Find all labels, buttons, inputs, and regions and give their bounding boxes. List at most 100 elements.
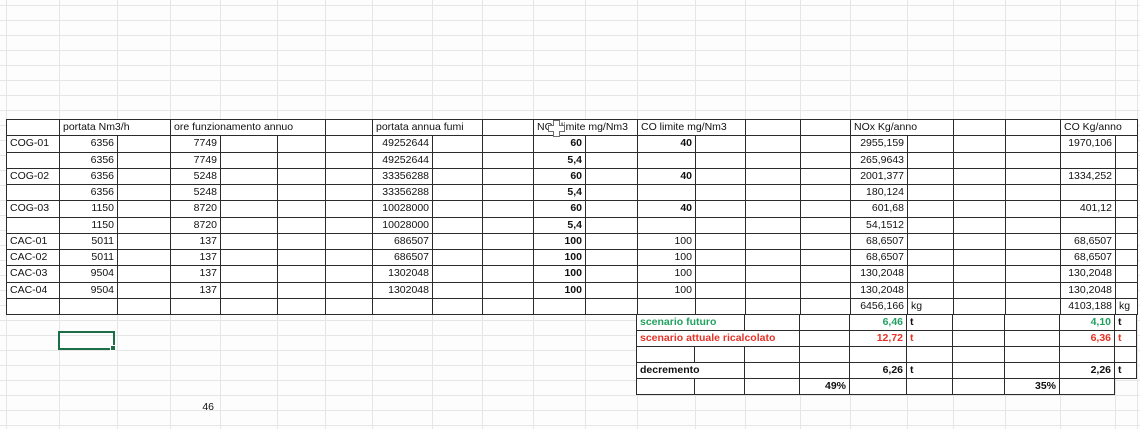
cell[interactable] xyxy=(954,201,1006,218)
cell-co-kg[interactable]: 68,6507 xyxy=(1061,233,1116,250)
cell[interactable] xyxy=(326,152,373,169)
cell[interactable] xyxy=(746,185,801,202)
cell-co-limite[interactable] xyxy=(638,185,696,202)
cell[interactable] xyxy=(696,266,746,283)
cell[interactable] xyxy=(696,250,746,267)
cell-co-limite[interactable]: 100 xyxy=(638,250,696,267)
cell[interactable] xyxy=(1006,233,1061,250)
cell[interactable] xyxy=(746,136,801,153)
cell[interactable] xyxy=(746,282,801,299)
header-ore[interactable]: ore funzionamento annuo xyxy=(171,120,326,137)
cell-summary-nox[interactable]: 6,46 xyxy=(850,315,907,331)
cell-total-nox[interactable]: 6456,166 xyxy=(851,298,908,315)
cell[interactable] xyxy=(954,136,1006,153)
cell[interactable] xyxy=(221,233,278,250)
cell-summary-co[interactable]: 6,36 xyxy=(1060,331,1115,347)
cell[interactable] xyxy=(586,168,638,185)
cell-portata[interactable]: 9504 xyxy=(60,282,118,299)
cell[interactable] xyxy=(221,168,278,185)
cell[interactable] xyxy=(221,266,278,283)
cell[interactable] xyxy=(1006,168,1061,185)
cell[interactable] xyxy=(278,233,326,250)
cell[interactable] xyxy=(433,136,483,153)
cell[interactable] xyxy=(637,379,695,395)
cell[interactable] xyxy=(586,136,638,153)
cell-unit-label[interactable] xyxy=(7,185,60,202)
header-empty-cell[interactable] xyxy=(7,120,60,137)
cell-total-co[interactable]: 4103,188 xyxy=(1061,298,1116,315)
cell-nox-kg[interactable]: 2001,377 xyxy=(851,168,908,185)
header-empty-cell[interactable] xyxy=(483,120,534,137)
cell[interactable] xyxy=(1005,347,1060,363)
cell[interactable] xyxy=(278,217,326,234)
cell[interactable] xyxy=(586,266,638,283)
cell-portata[interactable]: 1150 xyxy=(60,201,118,218)
cell[interactable] xyxy=(746,201,801,218)
cell[interactable] xyxy=(801,201,851,218)
cell-unit-label[interactable] xyxy=(7,217,60,234)
cell-portata[interactable]: 6356 xyxy=(60,152,118,169)
cell[interactable] xyxy=(801,298,851,315)
cell-summary-co[interactable]: 4,10 xyxy=(1060,315,1115,331)
header-co_kg[interactable]: CO Kg/anno xyxy=(1061,120,1138,137)
cell[interactable] xyxy=(326,250,373,267)
cell[interactable] xyxy=(433,282,483,299)
cell[interactable] xyxy=(953,331,1005,347)
cell-nox-kg[interactable]: 180,124 xyxy=(851,185,908,202)
cell[interactable] xyxy=(1116,136,1138,153)
cell-unit-label[interactable]: COG-02 xyxy=(7,168,60,185)
header-empty-cell[interactable] xyxy=(326,120,373,137)
cell[interactable] xyxy=(1005,331,1060,347)
cell[interactable] xyxy=(1116,266,1138,283)
cell[interactable] xyxy=(1006,250,1061,267)
cell[interactable] xyxy=(586,298,638,315)
cell-unit-label[interactable]: CAC-01 xyxy=(7,233,60,250)
cell[interactable] xyxy=(586,201,638,218)
cell[interactable] xyxy=(171,298,221,315)
cell[interactable] xyxy=(801,217,851,234)
cell[interactable] xyxy=(1006,282,1061,299)
cell-summary-label[interactable]: scenario futuro xyxy=(637,315,745,331)
cell-co-kg[interactable] xyxy=(1061,185,1116,202)
cell[interactable] xyxy=(483,266,534,283)
cell[interactable] xyxy=(908,282,954,299)
cell[interactable] xyxy=(433,152,483,169)
cell-ore[interactable]: 5248 xyxy=(171,168,221,185)
cell[interactable] xyxy=(1060,379,1115,395)
cell-nox-limite[interactable]: 100 xyxy=(534,250,586,267)
cell-summary-co[interactable]: 2,26 xyxy=(1060,363,1115,379)
cell-portata[interactable]: 6356 xyxy=(60,168,118,185)
cell-summary-co[interactable]: 35% xyxy=(1005,379,1060,395)
cell-co-limite[interactable]: 40 xyxy=(638,201,696,218)
cell[interactable] xyxy=(801,168,851,185)
cell-co-kg[interactable]: 130,2048 xyxy=(1061,266,1116,283)
cell[interactable] xyxy=(953,363,1005,379)
cell[interactable] xyxy=(696,152,746,169)
cell[interactable] xyxy=(7,298,60,315)
cell[interactable] xyxy=(1115,347,1137,363)
cell[interactable] xyxy=(221,282,278,299)
header-co_limite[interactable]: CO limite mg/Nm3 xyxy=(638,120,746,137)
cell[interactable] xyxy=(326,282,373,299)
cell[interactable] xyxy=(118,233,171,250)
cell-unit-label[interactable]: CAC-02 xyxy=(7,250,60,267)
cell[interactable] xyxy=(433,168,483,185)
cell-co-kg[interactable]: 1970,106 xyxy=(1061,136,1116,153)
cell-co-limite[interactable] xyxy=(638,152,696,169)
cell[interactable] xyxy=(586,217,638,234)
cell[interactable] xyxy=(373,298,433,315)
cell-nox-limite[interactable]: 5,4 xyxy=(534,185,586,202)
cell-ore[interactable]: 7749 xyxy=(171,152,221,169)
cell[interactable] xyxy=(433,201,483,218)
cell[interactable] xyxy=(1116,250,1138,267)
cell[interactable] xyxy=(953,315,1005,331)
cell[interactable] xyxy=(278,201,326,218)
cell[interactable] xyxy=(326,201,373,218)
cell-unit-label[interactable] xyxy=(7,152,60,169)
cell[interactable] xyxy=(1005,363,1060,379)
cell[interactable] xyxy=(326,185,373,202)
cell[interactable] xyxy=(637,347,695,363)
cell[interactable] xyxy=(221,250,278,267)
cell[interactable] xyxy=(118,185,171,202)
cell[interactable] xyxy=(908,250,954,267)
